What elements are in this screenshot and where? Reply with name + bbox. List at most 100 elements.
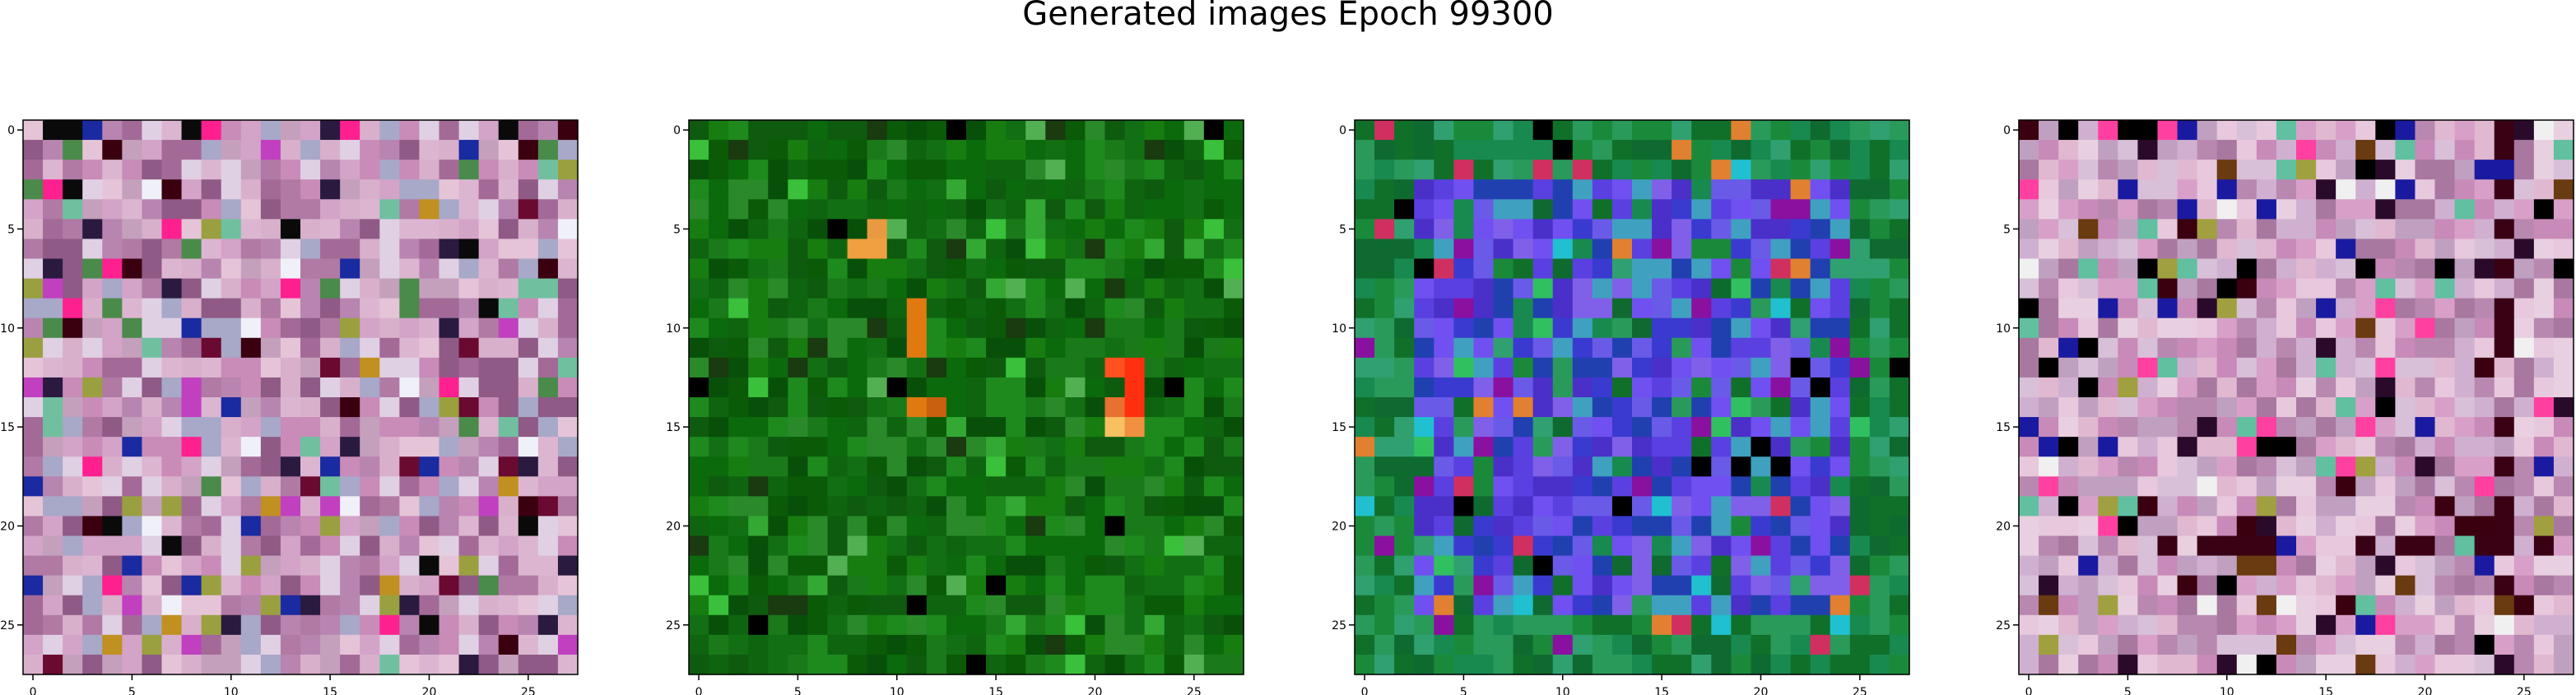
pixel-cell (2375, 258, 2396, 280)
pixel-cell (1473, 614, 1495, 636)
y-tick-label: 0 (2003, 124, 2011, 137)
pixel-cell (2058, 258, 2079, 280)
pixel-cell (161, 595, 183, 616)
pixel-cell (2236, 654, 2257, 675)
pixel-cell (1572, 437, 1593, 457)
pixel-cell (2276, 199, 2297, 220)
pixel-cell (1394, 555, 1415, 577)
pixel-cell (1711, 634, 1732, 656)
pixel-cell (379, 298, 400, 319)
pixel-cell (1355, 239, 1375, 260)
pixel-cell (1045, 160, 1066, 180)
pixel-cell (280, 614, 301, 636)
pixel-cell (1144, 575, 1165, 596)
pixel-cell (1144, 614, 1165, 636)
pixel-cell (2019, 535, 2039, 557)
pixel-cell (2434, 614, 2456, 636)
pixel-cell (478, 258, 500, 280)
pixel-cell (201, 437, 222, 457)
pixel-cell (537, 179, 559, 200)
pixel-cell (439, 535, 460, 557)
pixel-cell (2236, 456, 2257, 477)
pixel-cell (1711, 575, 1732, 596)
pixel-cell (1085, 317, 1106, 339)
pixel-cell (1355, 397, 1375, 418)
pixel-cell (399, 575, 421, 596)
pixel-cell (399, 516, 421, 537)
pixel-cell (748, 337, 769, 359)
pixel-cell (966, 634, 987, 656)
pixel-cell (2197, 219, 2218, 240)
pixel-cell (82, 595, 103, 616)
x-tick-label: 25 (2517, 686, 2532, 695)
pixel-cell (1770, 317, 1792, 339)
pixel-cell (1414, 417, 1434, 438)
pixel-cell (2216, 575, 2238, 596)
pixel-cell (1513, 575, 1534, 596)
pixel-cell (926, 476, 947, 497)
pixel-cell (2197, 258, 2218, 280)
pixel-cell (1611, 317, 1633, 339)
pixel-cell (2513, 397, 2535, 418)
pixel-cell (788, 219, 809, 240)
pixel-cell (1144, 437, 1165, 457)
pixel-cell (1869, 160, 1890, 180)
pixel-cell (1124, 397, 1146, 418)
pixel-cell (102, 160, 123, 180)
pixel-cell (260, 516, 281, 537)
pixel-cell (320, 496, 341, 517)
pixel-cell (142, 120, 163, 141)
pixel-cell (2078, 437, 2099, 457)
pixel-cell (2216, 298, 2238, 319)
pixel-cell (709, 575, 729, 596)
pixel-cell (1144, 555, 1165, 577)
pixel-cell (1790, 496, 1811, 517)
pixel-cell (2415, 535, 2436, 557)
pixel-cell (23, 199, 44, 220)
pixel-cell (2177, 634, 2198, 656)
pixel-cell (2197, 317, 2218, 339)
pixel-cell (1849, 337, 1871, 359)
pixel-cell (2415, 437, 2436, 457)
pixel-cell (1691, 179, 1712, 200)
pixel-cell (1672, 239, 1692, 260)
pixel-cell (2415, 160, 2436, 180)
pixel-cell (518, 160, 539, 180)
pixel-cell (1632, 417, 1653, 438)
pixel-cell (1065, 179, 1086, 200)
pixel-cell (709, 634, 729, 656)
pixel-cell (340, 219, 360, 240)
pixel-cell (1592, 278, 1613, 299)
pixel-cell (43, 179, 63, 200)
pixel-cell (1691, 575, 1712, 596)
pixel-cell (847, 258, 868, 280)
pixel-cell (807, 357, 829, 378)
pixel-cell (458, 337, 480, 359)
pixel-cell (1164, 357, 1185, 378)
pixel-cell (122, 476, 143, 497)
pixel-cell (419, 634, 440, 656)
pixel-cell (1889, 219, 1910, 240)
pixel-cell (2553, 595, 2574, 616)
pixel-cell (1731, 120, 1752, 141)
pixel-cell (2336, 120, 2356, 141)
pixel-cell (2197, 278, 2218, 299)
pixel-cell (886, 160, 908, 180)
pixel-cell (419, 278, 440, 299)
pixel-cell (1164, 456, 1185, 477)
pixel-cell (2533, 140, 2555, 160)
pixel-cell (1611, 357, 1633, 378)
pixel-cell (1652, 654, 1672, 675)
pixel-cell (1672, 535, 1692, 557)
pixel-cell (728, 437, 749, 457)
pixel-cell (2039, 337, 2059, 359)
pixel-cell (1493, 357, 1514, 378)
pixel-cell (1830, 417, 1851, 438)
pixel-cell (1632, 357, 1653, 378)
pixel-cell (1810, 496, 1831, 517)
pixel-cell (360, 140, 380, 160)
pixel-cell (2336, 614, 2356, 636)
pixel-cell (1203, 516, 1225, 537)
pixel-cell (1849, 437, 1871, 457)
pixel-cell (1513, 496, 1534, 517)
